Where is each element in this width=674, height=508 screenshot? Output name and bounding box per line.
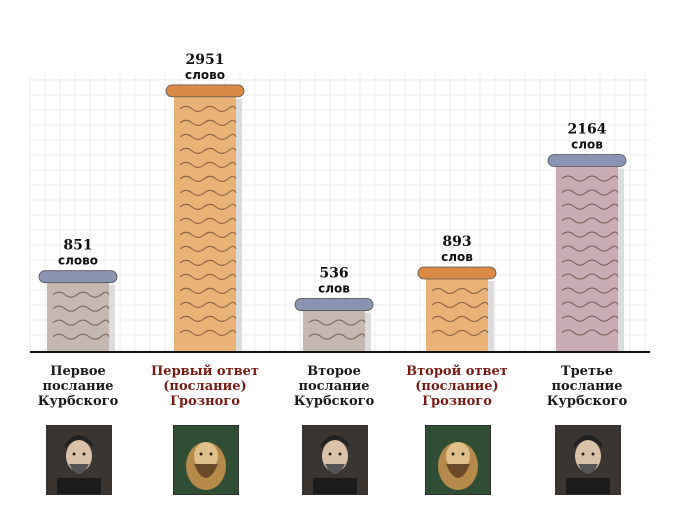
manuscript-line [179,329,237,336]
manuscript-line [431,301,489,309]
scroll-roll [38,270,118,284]
scroll-roll [294,298,374,311]
bar [303,304,365,352]
manuscript-line [308,319,366,326]
manuscript-line [179,133,237,140]
manuscript-line [179,217,237,224]
scroll-roll [547,154,627,167]
manuscript-line [561,329,619,336]
manuscript-line [561,287,619,294]
manuscript-line [52,319,110,326]
value-label: 851 [63,238,92,254]
manuscript-line [308,333,366,340]
manuscript-line [179,161,237,168]
manuscript-line [52,291,110,298]
manuscript-line [179,301,237,308]
manuscript-line [561,175,619,182]
category-label: Первый ответ (послание) Грозного [151,364,259,409]
category-label: Третье послание Курбского [546,364,628,409]
scroll-roll [165,84,245,98]
kurbsky-portrait [555,425,621,495]
value-label: 2164 [568,122,607,138]
manuscript-line [179,105,237,112]
value-label: 536 [319,266,348,282]
grozny-portrait [425,425,491,495]
category-label: Второй ответ (послание) Грозного [406,364,508,409]
kurbsky-portrait [302,425,368,495]
value-label: 2951 [186,52,225,68]
unit-label: слов [441,250,473,264]
manuscript-line [561,301,619,308]
manuscript-line [179,175,237,182]
bar [556,160,618,352]
manuscript-line [52,333,110,340]
category-label: Первое послание Курбского [37,364,119,409]
manuscript-line [561,217,619,224]
manuscript-line [179,273,237,280]
manuscript-line [561,189,619,196]
manuscript-line [179,259,237,266]
manuscript-line [179,245,237,252]
unit-label: слов [318,282,350,296]
manuscript-line [52,305,110,312]
bar [47,276,109,352]
manuscript-line [179,315,237,322]
manuscript-line [179,231,237,238]
unit-label: слов [571,138,603,152]
category-label: Второе послание Курбского [293,364,375,409]
value-label: 893 [442,234,471,250]
manuscript-line [179,203,237,210]
manuscript-line [431,329,489,337]
grozny-portrait [173,425,239,495]
manuscript-line [561,315,619,322]
manuscript-line [561,259,619,266]
manuscript-line [561,231,619,238]
manuscript-line [179,189,237,196]
kurbsky-portrait [46,425,112,495]
manuscript-line [561,203,619,210]
manuscript-line [561,273,619,280]
bar [426,272,488,352]
manuscript-line [179,287,237,294]
manuscript-line [431,287,489,295]
scroll-roll [417,266,497,280]
unit-label: слово [58,254,98,268]
manuscript-line [431,315,489,323]
manuscript-line [179,119,237,126]
manuscript-line [179,147,237,154]
manuscript-line [561,245,619,252]
unit-label: слово [185,68,225,82]
